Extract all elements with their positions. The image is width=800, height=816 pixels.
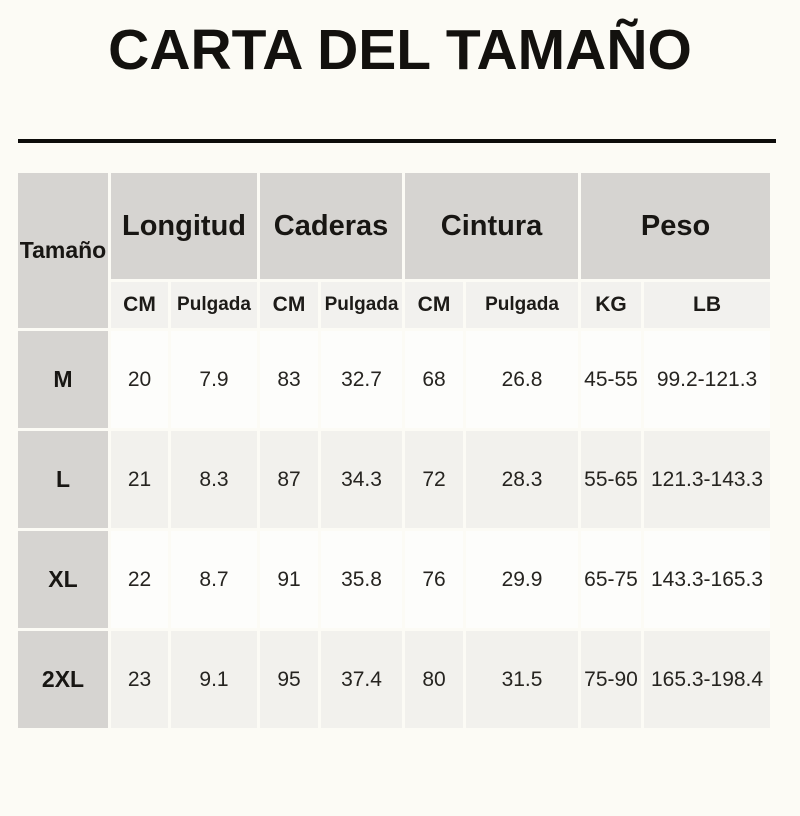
value-cell: 65-75 bbox=[581, 531, 642, 629]
unit-header-row: CM Pulgada CM Pulgada CM Pulgada KG LB bbox=[18, 282, 771, 329]
value-cell: 7.9 bbox=[171, 331, 258, 429]
value-cell: 72 bbox=[405, 431, 464, 529]
value-cell: 31.5 bbox=[466, 631, 579, 729]
unit-header-caderas-pulgada: Pulgada bbox=[321, 282, 403, 329]
table-row-m: M 20 7.9 83 32.7 68 26.8 45-55 99.2-121.… bbox=[18, 331, 771, 429]
column-group-peso: Peso bbox=[581, 173, 771, 280]
value-cell: 8.7 bbox=[171, 531, 258, 629]
unit-header-peso-kg: KG bbox=[581, 282, 642, 329]
value-cell: 21 bbox=[111, 431, 168, 529]
size-cell: L bbox=[18, 431, 108, 529]
size-cell: XL bbox=[18, 531, 108, 629]
size-cell: M bbox=[18, 331, 108, 429]
value-cell: 75-90 bbox=[581, 631, 642, 729]
value-cell: 165.3-198.4 bbox=[644, 631, 771, 729]
unit-header-cintura-pulgada: Pulgada bbox=[466, 282, 579, 329]
value-cell: 80 bbox=[405, 631, 464, 729]
size-cell: 2XL bbox=[18, 631, 108, 729]
page-title: CARTA DEL TAMAÑO bbox=[108, 18, 692, 82]
value-cell: 83 bbox=[260, 331, 319, 429]
column-group-cintura: Cintura bbox=[405, 173, 579, 280]
value-cell: 9.1 bbox=[171, 631, 258, 729]
value-cell: 91 bbox=[260, 531, 319, 629]
value-cell: 8.3 bbox=[171, 431, 258, 529]
size-chart-page: CARTA DEL TAMAÑO Tamaño Longitud Caderas… bbox=[0, 16, 800, 731]
value-cell: 32.7 bbox=[321, 331, 403, 429]
column-group-caderas: Caderas bbox=[260, 173, 403, 280]
value-cell: 23 bbox=[111, 631, 168, 729]
unit-header-caderas-cm: CM bbox=[260, 282, 319, 329]
title-divider bbox=[18, 139, 776, 144]
size-table: Tamaño Longitud Caderas Cintura Peso CM … bbox=[15, 170, 773, 731]
value-cell: 29.9 bbox=[466, 531, 579, 629]
unit-header-longitud-pulgada: Pulgada bbox=[171, 282, 258, 329]
table-row-2xl: 2XL 23 9.1 95 37.4 80 31.5 75-90 165.3-1… bbox=[18, 631, 771, 729]
table-row-xl: XL 22 8.7 91 35.8 76 29.9 65-75 143.3-16… bbox=[18, 531, 771, 629]
table-row-l: L 21 8.3 87 34.3 72 28.3 55-65 121.3-143… bbox=[18, 431, 771, 529]
column-group-longitud: Longitud bbox=[111, 173, 258, 280]
value-cell: 121.3-143.3 bbox=[644, 431, 771, 529]
value-cell: 45-55 bbox=[581, 331, 642, 429]
value-cell: 37.4 bbox=[321, 631, 403, 729]
unit-header-peso-lb: LB bbox=[644, 282, 771, 329]
unit-header-longitud-cm: CM bbox=[111, 282, 168, 329]
value-cell: 28.3 bbox=[466, 431, 579, 529]
value-cell: 143.3-165.3 bbox=[644, 531, 771, 629]
value-cell: 68 bbox=[405, 331, 464, 429]
value-cell: 87 bbox=[260, 431, 319, 529]
value-cell: 99.2-121.3 bbox=[644, 331, 771, 429]
value-cell: 34.3 bbox=[321, 431, 403, 529]
column-header-size: Tamaño bbox=[18, 173, 108, 329]
value-cell: 95 bbox=[260, 631, 319, 729]
value-cell: 22 bbox=[111, 531, 168, 629]
value-cell: 26.8 bbox=[466, 331, 579, 429]
unit-header-cintura-cm: CM bbox=[405, 282, 464, 329]
group-header-row: Tamaño Longitud Caderas Cintura Peso bbox=[18, 173, 771, 329]
value-cell: 20 bbox=[111, 331, 168, 429]
value-cell: 76 bbox=[405, 531, 464, 629]
value-cell: 35.8 bbox=[321, 531, 403, 629]
value-cell: 55-65 bbox=[581, 431, 642, 529]
